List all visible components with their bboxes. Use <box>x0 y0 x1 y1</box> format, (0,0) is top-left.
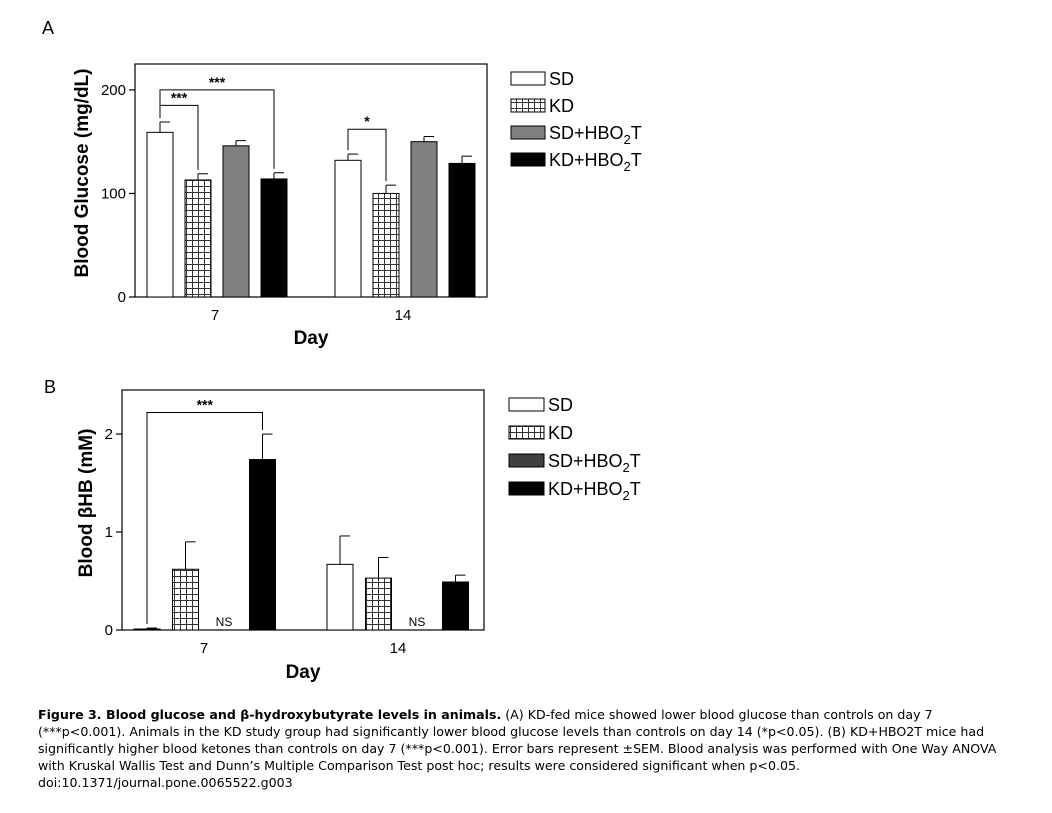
caption-text: (A) KD-fed mice showed lower blood gluco… <box>38 707 997 773</box>
panel-b-bar <box>172 568 199 631</box>
panel-a-bar <box>410 141 438 298</box>
panel-b-ns-label: NS <box>409 615 426 629</box>
panel-a-significance-label: *** <box>209 74 226 90</box>
panel-a-bar <box>260 178 288 298</box>
figure-caption: Figure 3. Blood glucose and β-hydroxybut… <box>38 706 998 791</box>
panel-b-legend-label: SD <box>548 395 573 415</box>
panel-a-bar <box>222 145 250 298</box>
caption-doi: doi:10.1371/journal.pone.0065522.g003 <box>38 775 293 790</box>
panel-b-plot-frame <box>121 389 485 631</box>
panel-b-y-tick-label: 1 <box>105 524 113 541</box>
panel-a-legend-swatch <box>510 71 546 86</box>
panel-b-legend: SD KD SD+HBO2T KD+HBO2T <box>508 395 641 503</box>
panel-b-xlabel: Day <box>286 662 321 683</box>
panel-a-legend-label: SD <box>549 69 574 89</box>
panel-b-legend-label: KD+HBO2T <box>548 479 641 503</box>
panel-b-y-tick-label: 0 <box>105 622 113 639</box>
panel-a-legend-label: SD+HBO2T <box>549 123 642 147</box>
caption-title: Figure 3. Blood glucose and β-hydroxybut… <box>38 707 502 722</box>
panel-b-legend-label: SD+HBO2T <box>548 451 641 475</box>
panel-b-bar <box>249 459 276 631</box>
panel-a-significance-label: *** <box>171 89 188 105</box>
panel-b-bar <box>365 577 392 631</box>
panel-b-legend-swatch <box>508 397 545 412</box>
panel-a-plot-frame <box>134 63 488 298</box>
panel-a-x-tick-label: 14 <box>395 307 412 324</box>
panel-b-x-tick-label: 14 <box>390 640 407 657</box>
panel-a-x-tick-label: 7 <box>211 307 219 324</box>
panel-a-bar <box>372 192 400 298</box>
panel-a-bar <box>146 131 174 298</box>
panel-a-significance-bracket <box>159 89 275 169</box>
panel-a-legend-swatch <box>510 152 546 167</box>
panel-b-significance-label: *** <box>197 397 214 413</box>
panel-b-bar <box>442 581 469 631</box>
panel-a-ylabel: Blood Glucose (mg/dL) <box>72 69 93 278</box>
panel-b-x-tick-label: 7 <box>200 640 208 657</box>
panel-b-label: B <box>44 377 56 397</box>
panel-a-y-tick-label: 100 <box>101 185 126 202</box>
panel-a-label: A <box>42 18 54 38</box>
panel-a-legend: SD KD SD+HBO2T KD+HBO2T <box>510 69 642 174</box>
panel-a-bar <box>184 179 212 298</box>
panel-b-legend-swatch <box>508 481 545 496</box>
panel-b-plot: 0 1 2 7 14 *** NS NS <box>105 389 485 657</box>
panel-b-legend-label: KD <box>548 423 573 443</box>
panel-a-legend-swatch <box>510 98 546 113</box>
panel-a-y-tick-label: 200 <box>101 82 126 99</box>
panel-b-significance-bracket <box>146 412 263 625</box>
panel-a-bar <box>448 162 476 298</box>
panel-b-bar <box>133 628 161 631</box>
panel-b-bar <box>326 563 354 631</box>
panel-b-ns-label: NS <box>216 615 233 629</box>
panel-b-y-tick-label: 2 <box>105 426 113 443</box>
panel-a-significance-bracket <box>347 128 387 182</box>
panel-a-significance-label: * <box>364 113 370 129</box>
panel-a-legend-label: KD <box>549 96 574 116</box>
panel-b-legend-swatch <box>508 425 545 440</box>
panel-b-legend-swatch <box>508 453 545 468</box>
panel-a-legend-swatch <box>510 125 546 140</box>
panel-b-ylabel: Blood βHB (mM) <box>76 429 97 578</box>
panel-a-legend-label: KD+HBO2T <box>549 150 642 174</box>
panel-a-bar <box>334 159 362 298</box>
panel-a-xlabel: Day <box>294 328 329 349</box>
panel-a-y-tick-label: 0 <box>118 289 126 306</box>
